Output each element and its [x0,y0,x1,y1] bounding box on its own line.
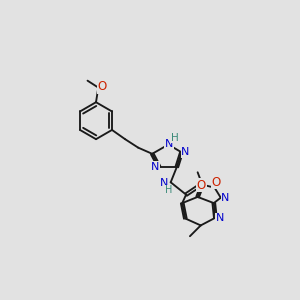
Text: N: N [181,147,190,157]
Text: H: H [171,133,179,142]
Text: N: N [151,162,160,172]
Text: H: H [165,185,172,195]
Text: O: O [98,80,107,93]
Text: N: N [160,178,168,188]
Text: N: N [221,193,230,203]
Text: O: O [212,176,221,189]
Text: N: N [216,214,224,224]
Text: N: N [165,139,173,149]
Text: O: O [197,179,206,192]
